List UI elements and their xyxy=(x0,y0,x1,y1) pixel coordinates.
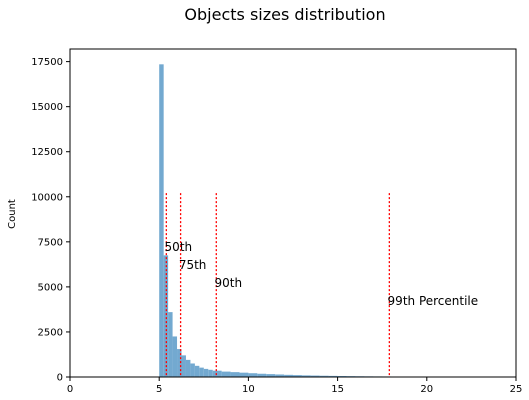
histogram-bar xyxy=(310,375,320,377)
histogram-bar xyxy=(168,312,173,377)
y-tick-label: 2500 xyxy=(38,327,63,338)
percentile-label: 75th xyxy=(179,258,207,272)
x-tick-label: 25 xyxy=(510,384,523,395)
percentile-label: 90th xyxy=(215,276,243,290)
histogram-bar xyxy=(177,349,182,377)
y-tick-label: 10000 xyxy=(31,192,63,203)
histogram-bar xyxy=(159,64,164,378)
y-tick-label: 15000 xyxy=(31,102,63,113)
plot-frame xyxy=(69,48,517,378)
histogram-bar xyxy=(301,375,311,377)
histogram-bar xyxy=(212,370,222,377)
y-axis: 0 2500 5000 7500 10000 12500 15000 17500 xyxy=(31,57,70,384)
histogram-bar xyxy=(181,355,186,377)
y-tick-label: 7500 xyxy=(38,237,63,248)
histogram-bar xyxy=(185,359,191,377)
histogram-bar xyxy=(275,374,285,377)
histogram-bar xyxy=(319,375,329,377)
y-tick-label: 17500 xyxy=(31,57,63,68)
x-tick-label: 0 xyxy=(67,384,73,395)
histogram-bar xyxy=(257,373,267,377)
y-axis-label: Count xyxy=(7,199,18,229)
histogram-bar xyxy=(239,372,249,377)
histogram-bars xyxy=(159,64,436,378)
x-tick-label: 15 xyxy=(331,384,344,395)
histogram-bar xyxy=(221,371,231,377)
y-tick-label: 12500 xyxy=(31,147,63,158)
histogram-bar xyxy=(248,373,258,377)
percentile-markers: 50th 75th 90th 99th Percentile xyxy=(165,193,479,377)
chart-title: Objects sizes distribution xyxy=(184,5,385,24)
histogram-bar xyxy=(293,375,302,377)
x-axis: 0 5 10 15 20 25 xyxy=(67,377,523,395)
histogram-bar xyxy=(199,367,204,377)
x-tick-label: 10 xyxy=(242,384,255,395)
histogram-bar xyxy=(194,365,200,377)
y-tick-label: 0 xyxy=(57,373,63,384)
histogram-bar xyxy=(208,369,213,377)
histogram-bar xyxy=(172,336,178,377)
percentile-label: 50th xyxy=(165,240,193,254)
histogram-bar xyxy=(190,363,195,377)
histogram-bar xyxy=(284,374,293,377)
histogram-bar xyxy=(266,374,276,377)
percentile-label: 99th Percentile xyxy=(388,294,479,308)
y-tick-label: 5000 xyxy=(38,282,63,293)
histogram-bar xyxy=(328,375,338,377)
x-tick-label: 5 xyxy=(156,384,162,395)
histogram-bar xyxy=(203,368,209,377)
histogram-bar xyxy=(230,372,240,377)
histogram-bar xyxy=(163,255,169,377)
x-tick-label: 20 xyxy=(420,384,433,395)
